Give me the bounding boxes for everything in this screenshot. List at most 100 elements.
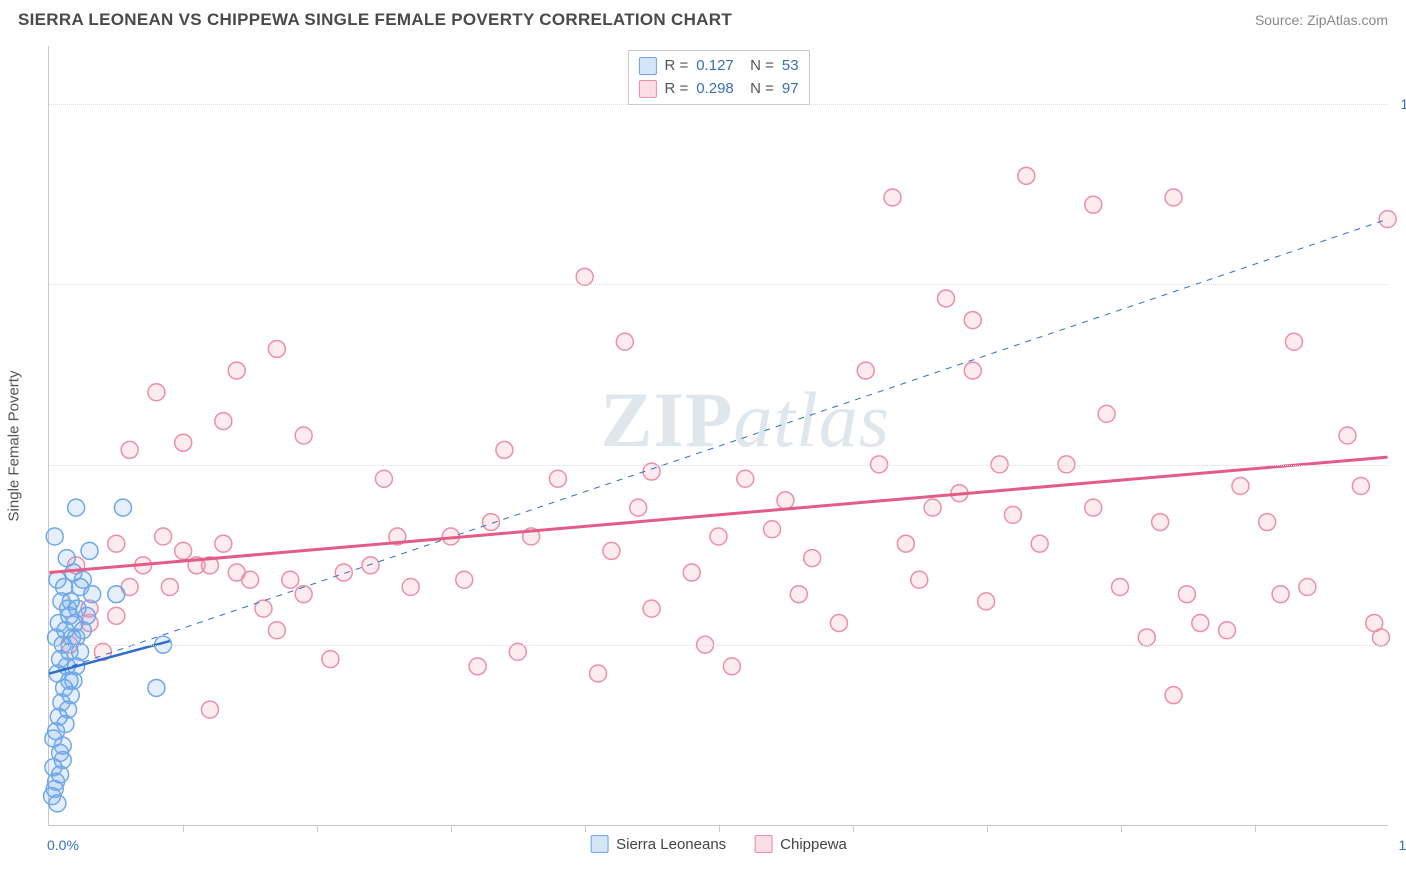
scatter-point — [938, 290, 955, 307]
scatter-point — [1219, 622, 1236, 639]
stat-R-value-a: 0.127 — [696, 55, 734, 78]
x-axis-max-label: 100.0% — [1399, 837, 1406, 853]
scatter-point — [616, 333, 633, 350]
scatter-point — [54, 752, 71, 769]
scatter-point — [228, 362, 245, 379]
scatter-point — [335, 564, 352, 581]
legend-label-b: Chippewa — [780, 836, 847, 853]
stat-R-label-b: R = — [664, 78, 688, 101]
scatter-point — [1372, 629, 1389, 646]
scatter-point — [295, 586, 312, 603]
scatter-point — [737, 470, 754, 487]
scatter-point — [1085, 196, 1102, 213]
x-tick — [1121, 825, 1122, 832]
trend-line — [49, 219, 1387, 673]
scatter-point — [723, 658, 740, 675]
scatter-point — [978, 593, 995, 610]
stats-row-series-a: R = 0.127 N = 53 — [638, 55, 798, 78]
scatter-point — [1111, 578, 1128, 595]
scatter-point — [1098, 405, 1115, 422]
x-tick — [585, 825, 586, 832]
scatter-point — [456, 571, 473, 588]
scatter-point — [68, 499, 85, 516]
scatter-point — [1232, 478, 1249, 495]
chart-title: SIERRA LEONEAN VS CHIPPEWA SINGLE FEMALE… — [18, 10, 732, 30]
scatter-point — [68, 629, 85, 646]
scatter-point — [1259, 514, 1276, 531]
x-tick — [719, 825, 720, 832]
scatter-point — [777, 492, 794, 509]
grid-line — [49, 284, 1388, 285]
legend-swatch-b — [754, 835, 772, 853]
scatter-point — [1018, 167, 1035, 184]
scatter-point — [121, 441, 138, 458]
scatter-svg — [49, 46, 1388, 825]
stat-R-label-a: R = — [664, 55, 688, 78]
scatter-point — [964, 362, 981, 379]
legend-label-a: Sierra Leoneans — [616, 836, 726, 853]
scatter-point — [1272, 586, 1289, 603]
scatter-point — [1379, 211, 1396, 228]
scatter-point — [46, 528, 63, 545]
scatter-point — [764, 521, 781, 538]
stat-R-value-b: 0.298 — [696, 78, 734, 101]
scatter-point — [242, 571, 259, 588]
chart-plot-area: ZIPatlas 25.0%50.0%75.0%100.0% 0.0% 100.… — [48, 46, 1388, 826]
scatter-point — [215, 535, 232, 552]
scatter-point — [1031, 535, 1048, 552]
swatch-series-a — [638, 57, 656, 75]
stats-row-series-b: R = 0.298 N = 97 — [638, 78, 798, 101]
scatter-point — [469, 658, 486, 675]
scatter-point — [295, 427, 312, 444]
legend-item-b: Chippewa — [754, 835, 847, 853]
scatter-point — [964, 312, 981, 329]
scatter-point — [1178, 586, 1195, 603]
scatter-point — [402, 578, 419, 595]
scatter-point — [375, 470, 392, 487]
scatter-point — [268, 622, 285, 639]
scatter-point — [268, 340, 285, 357]
scatter-point — [148, 679, 165, 696]
scatter-point — [282, 571, 299, 588]
scatter-point — [1138, 629, 1155, 646]
trend-line — [49, 457, 1387, 572]
scatter-point — [1299, 578, 1316, 595]
legend-bottom: Sierra Leoneans Chippewa — [590, 835, 847, 853]
scatter-point — [108, 535, 125, 552]
stat-N-label-a: N = — [742, 55, 774, 78]
x-tick — [853, 825, 854, 832]
scatter-point — [148, 384, 165, 401]
swatch-series-b — [638, 80, 656, 98]
scatter-point — [683, 564, 700, 581]
scatter-point — [114, 499, 131, 516]
scatter-point — [61, 607, 78, 624]
grid-line — [49, 645, 1388, 646]
x-tick — [1255, 825, 1256, 832]
scatter-point — [1004, 506, 1021, 523]
legend-item-a: Sierra Leoneans — [590, 835, 726, 853]
y-axis-title: Single Female Poverty — [6, 371, 23, 522]
chart-source: Source: ZipAtlas.com — [1255, 12, 1388, 28]
stat-N-value-b: 97 — [782, 78, 799, 101]
scatter-point — [710, 528, 727, 545]
scatter-point — [61, 672, 78, 689]
scatter-point — [161, 578, 178, 595]
scatter-point — [884, 189, 901, 206]
scatter-point — [897, 535, 914, 552]
scatter-point — [1339, 427, 1356, 444]
scatter-point — [155, 528, 172, 545]
x-axis-min-label: 0.0% — [47, 837, 79, 853]
scatter-point — [1285, 333, 1302, 350]
scatter-point — [201, 701, 218, 718]
scatter-point — [1165, 687, 1182, 704]
scatter-point — [924, 499, 941, 516]
stat-N-value-a: 53 — [782, 55, 799, 78]
scatter-point — [911, 571, 928, 588]
x-tick — [987, 825, 988, 832]
scatter-point — [830, 615, 847, 632]
scatter-point — [49, 795, 66, 812]
stat-N-label-b: N = — [742, 78, 774, 101]
scatter-point — [1152, 514, 1169, 531]
scatter-point — [630, 499, 647, 516]
scatter-point — [496, 441, 513, 458]
